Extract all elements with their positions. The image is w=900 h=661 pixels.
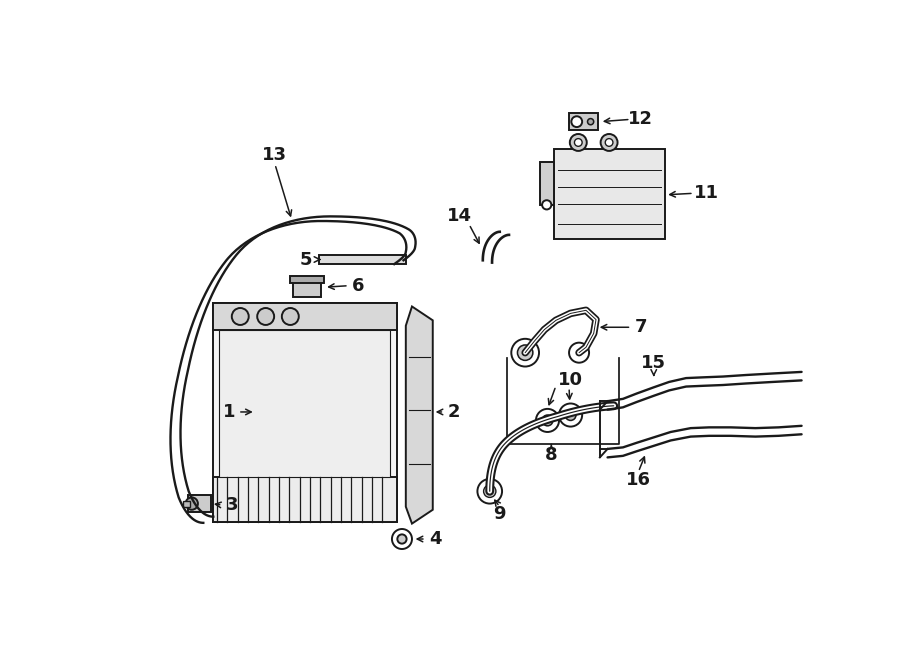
Bar bbox=[569, 113, 598, 130]
Text: 11: 11 bbox=[694, 184, 718, 202]
Text: 12: 12 bbox=[628, 110, 653, 128]
Text: 10: 10 bbox=[558, 371, 583, 389]
Circle shape bbox=[565, 410, 576, 420]
Polygon shape bbox=[406, 307, 433, 524]
Circle shape bbox=[282, 308, 299, 325]
Text: 16: 16 bbox=[626, 471, 651, 488]
Text: 15: 15 bbox=[641, 354, 666, 371]
Circle shape bbox=[392, 529, 412, 549]
Circle shape bbox=[542, 200, 552, 210]
Bar bbox=[540, 163, 554, 205]
Text: 13: 13 bbox=[263, 146, 287, 164]
Circle shape bbox=[574, 139, 582, 146]
Circle shape bbox=[572, 116, 582, 127]
Circle shape bbox=[511, 339, 539, 367]
Circle shape bbox=[518, 345, 533, 360]
Circle shape bbox=[588, 118, 594, 125]
Circle shape bbox=[483, 485, 496, 498]
Bar bbox=[183, 500, 190, 507]
Circle shape bbox=[559, 403, 582, 426]
Circle shape bbox=[232, 308, 248, 325]
Text: 3: 3 bbox=[226, 496, 238, 514]
Bar bbox=[213, 303, 397, 330]
Circle shape bbox=[542, 415, 553, 426]
Bar bbox=[213, 303, 397, 522]
Text: 6: 6 bbox=[352, 277, 365, 295]
Bar bbox=[220, 330, 391, 477]
Text: 2: 2 bbox=[447, 403, 460, 421]
Circle shape bbox=[185, 498, 198, 510]
Bar bbox=[213, 477, 397, 522]
Circle shape bbox=[397, 534, 407, 543]
Circle shape bbox=[536, 409, 559, 432]
Bar bbox=[554, 149, 665, 239]
Circle shape bbox=[570, 134, 587, 151]
Circle shape bbox=[477, 479, 502, 504]
Circle shape bbox=[257, 308, 274, 325]
Text: 1: 1 bbox=[222, 403, 235, 421]
Text: 9: 9 bbox=[493, 506, 506, 524]
Bar bbox=[293, 282, 321, 297]
Text: 14: 14 bbox=[447, 208, 473, 225]
Circle shape bbox=[605, 139, 613, 146]
Bar bbox=[291, 276, 324, 284]
Polygon shape bbox=[319, 255, 406, 264]
Circle shape bbox=[600, 134, 617, 151]
Text: 4: 4 bbox=[428, 530, 441, 548]
Circle shape bbox=[569, 342, 590, 363]
Text: 7: 7 bbox=[634, 318, 647, 336]
Text: 8: 8 bbox=[545, 446, 558, 464]
Text: 5: 5 bbox=[300, 251, 312, 268]
Bar bbox=[188, 495, 211, 512]
